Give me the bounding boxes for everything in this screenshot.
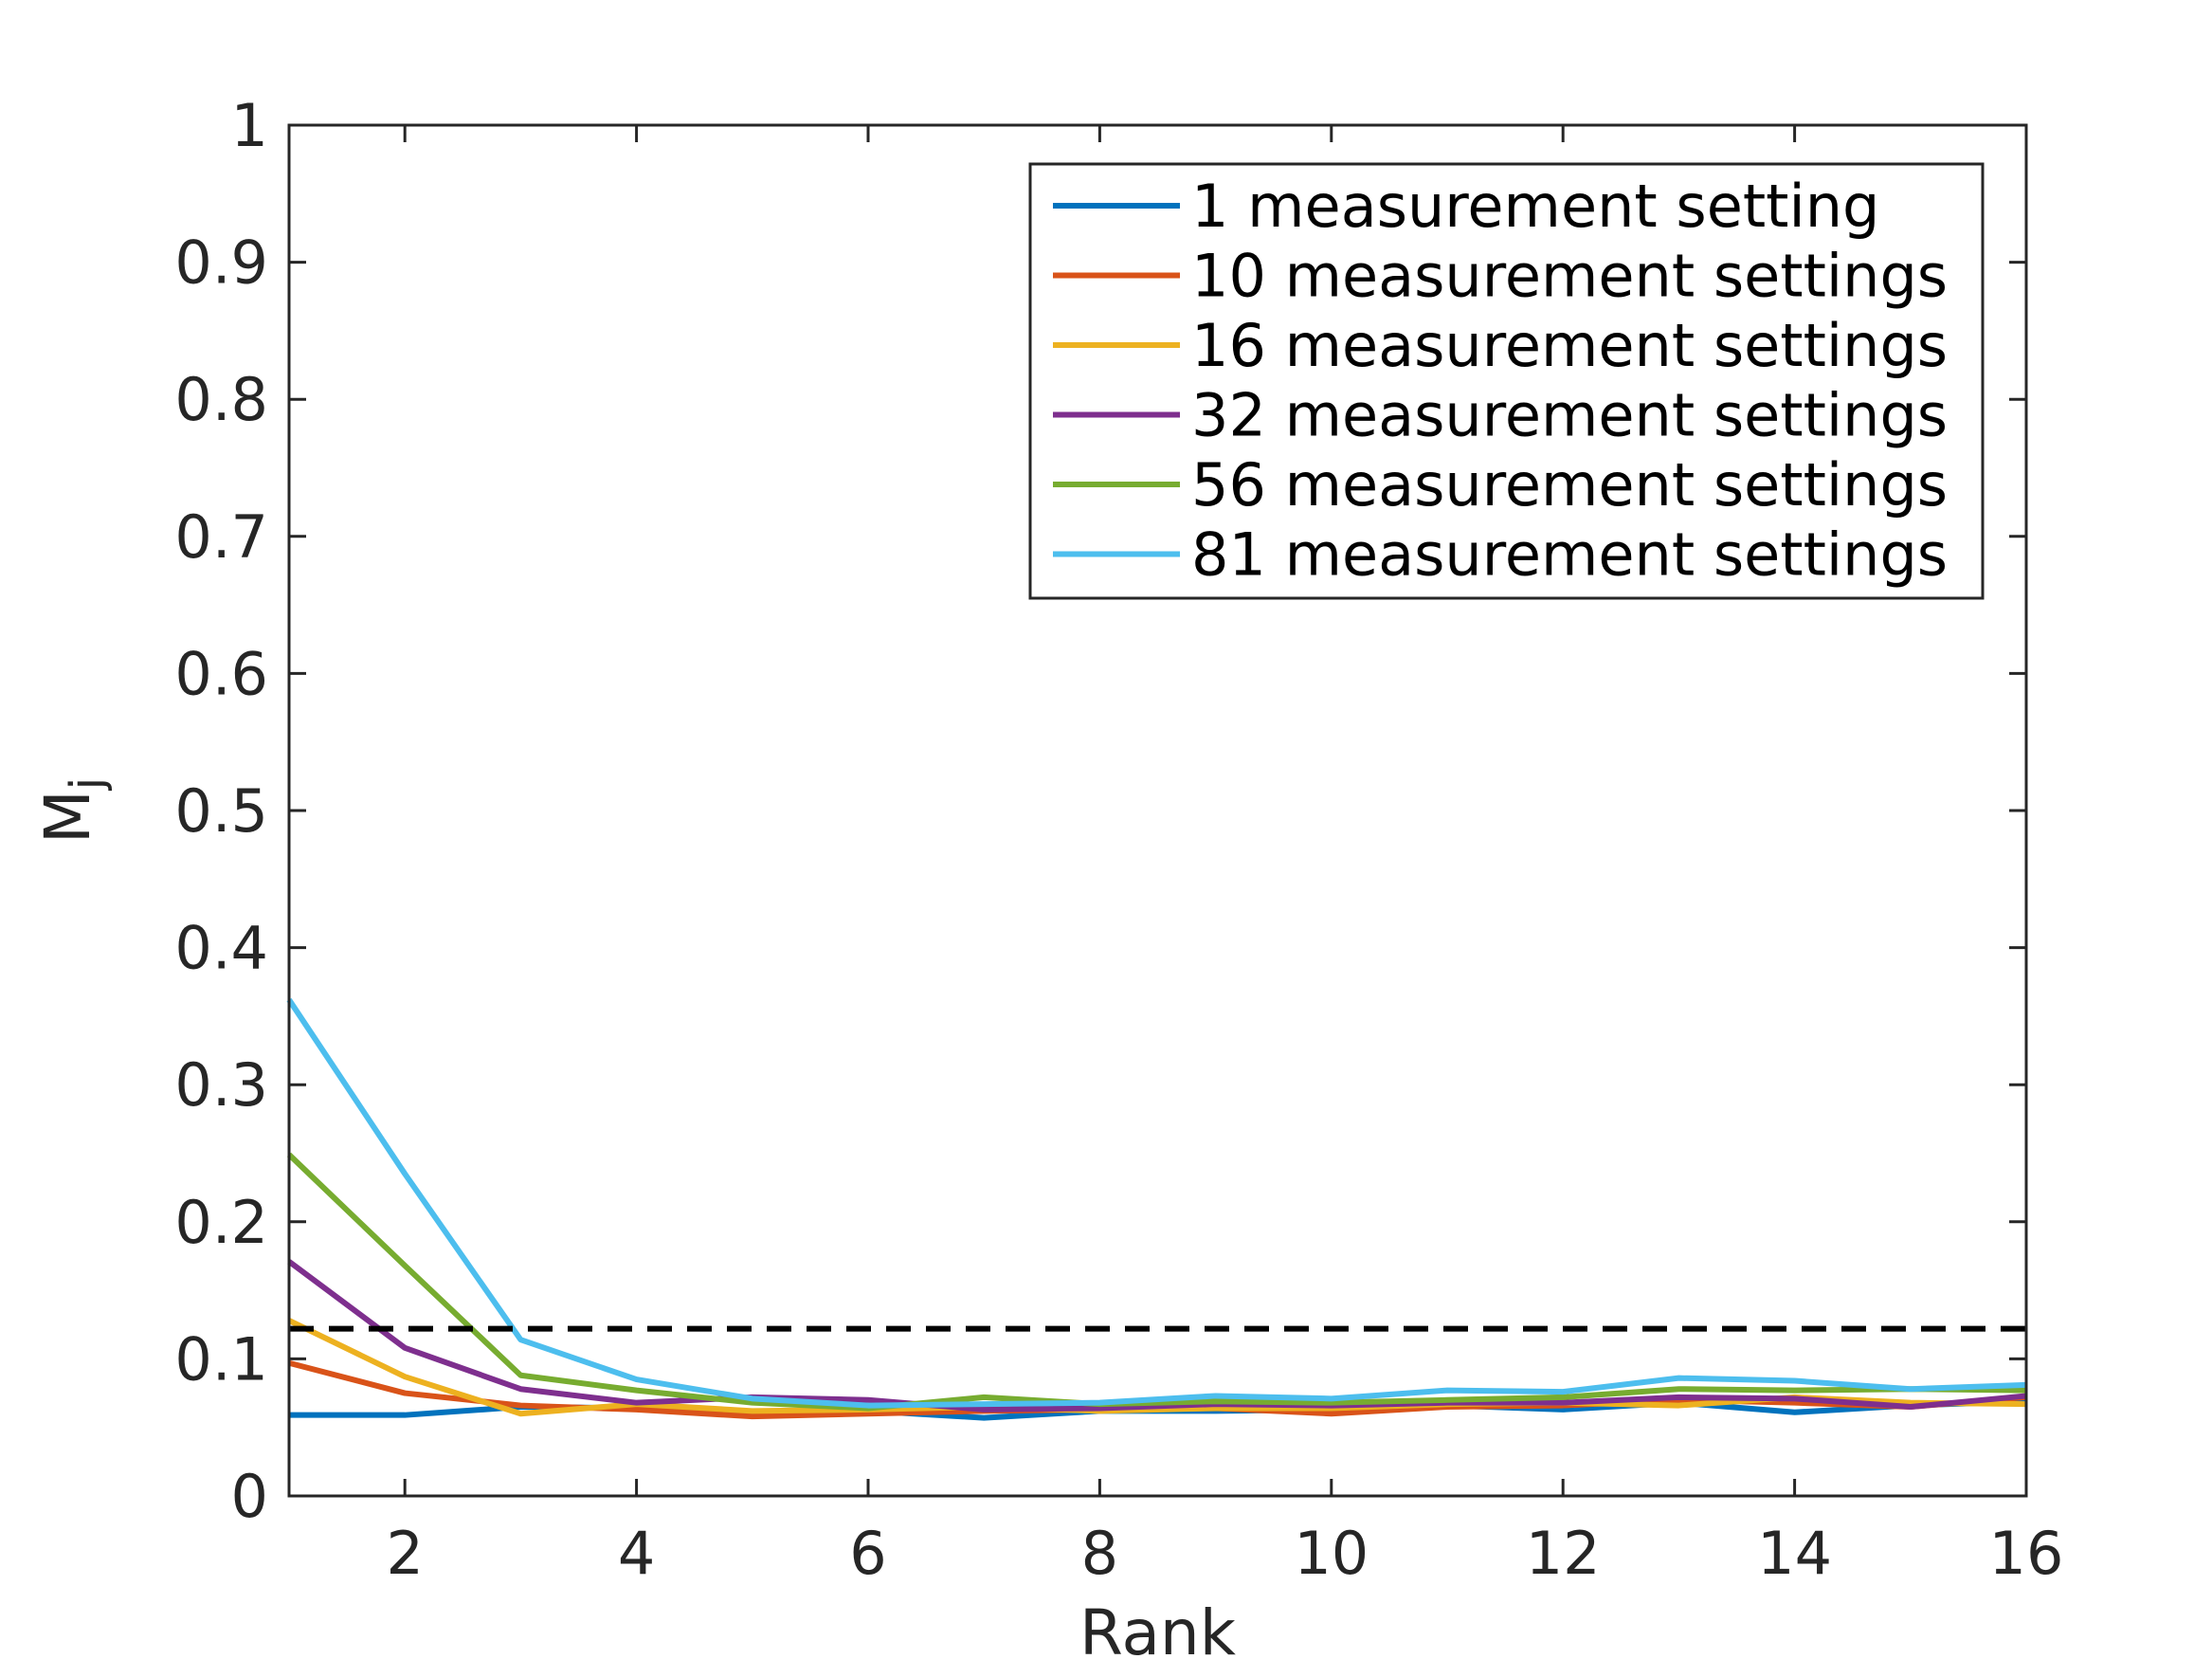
y-axis-label: Mj [31,777,114,844]
x-tick-label: 10 [1294,1519,1369,1588]
y-tick-label: 0.3 [174,1050,268,1120]
y-axis-label-subscript: j [61,777,114,791]
y-tick-label: 1 [231,91,268,160]
y-tick-label: 0 [231,1462,268,1531]
series-line-3 [287,1318,2027,1417]
legend-label: 16 measurement settings [1191,311,1948,380]
x-tick-label: 8 [1081,1519,1118,1588]
x-tick-label: 16 [1989,1519,2064,1588]
x-tick-label: 6 [849,1519,886,1588]
y-axis-label-main: M [31,790,104,844]
y-tick-label: 0.4 [174,914,268,983]
legend-label: 32 measurement settings [1191,381,1948,450]
axis-ticks [289,123,2028,1498]
series-line-6 [286,997,2027,1409]
y-tick-label: 0.9 [174,228,268,298]
plot-area [286,997,2027,1421]
x-tick-label: 4 [618,1519,655,1588]
y-tick-label: 0.2 [174,1188,268,1257]
series-line-5 [286,1152,2027,1412]
legend-label: 81 measurement settings [1191,520,1948,590]
legend-box [1028,162,1985,600]
y-tick-label: 0.6 [174,639,268,708]
legend-label: 1 measurement setting [1191,172,1879,241]
x-tick-label: 14 [1757,1519,1832,1588]
legend-label: 56 measurement settings [1191,450,1948,520]
series-line-4 [287,1259,2027,1413]
y-tick-label: 0.7 [174,502,268,572]
y-tick-label: 0.8 [174,365,268,434]
legend-label: 10 measurement settings [1191,242,1948,311]
y-tick-label: 0.5 [174,776,268,846]
x-axis-label: Rank [1079,1596,1237,1659]
x-tick-label: 12 [1526,1519,1601,1588]
x-tick-label: 2 [386,1519,423,1588]
y-tick-label: 0.1 [174,1324,268,1394]
tick-labels: 2 4 6 8 10 12 14 16 0 0.1 0.2 0.3 0.4 0.5 0.6 0.7 0.8 0.9… [174,91,2063,1588]
